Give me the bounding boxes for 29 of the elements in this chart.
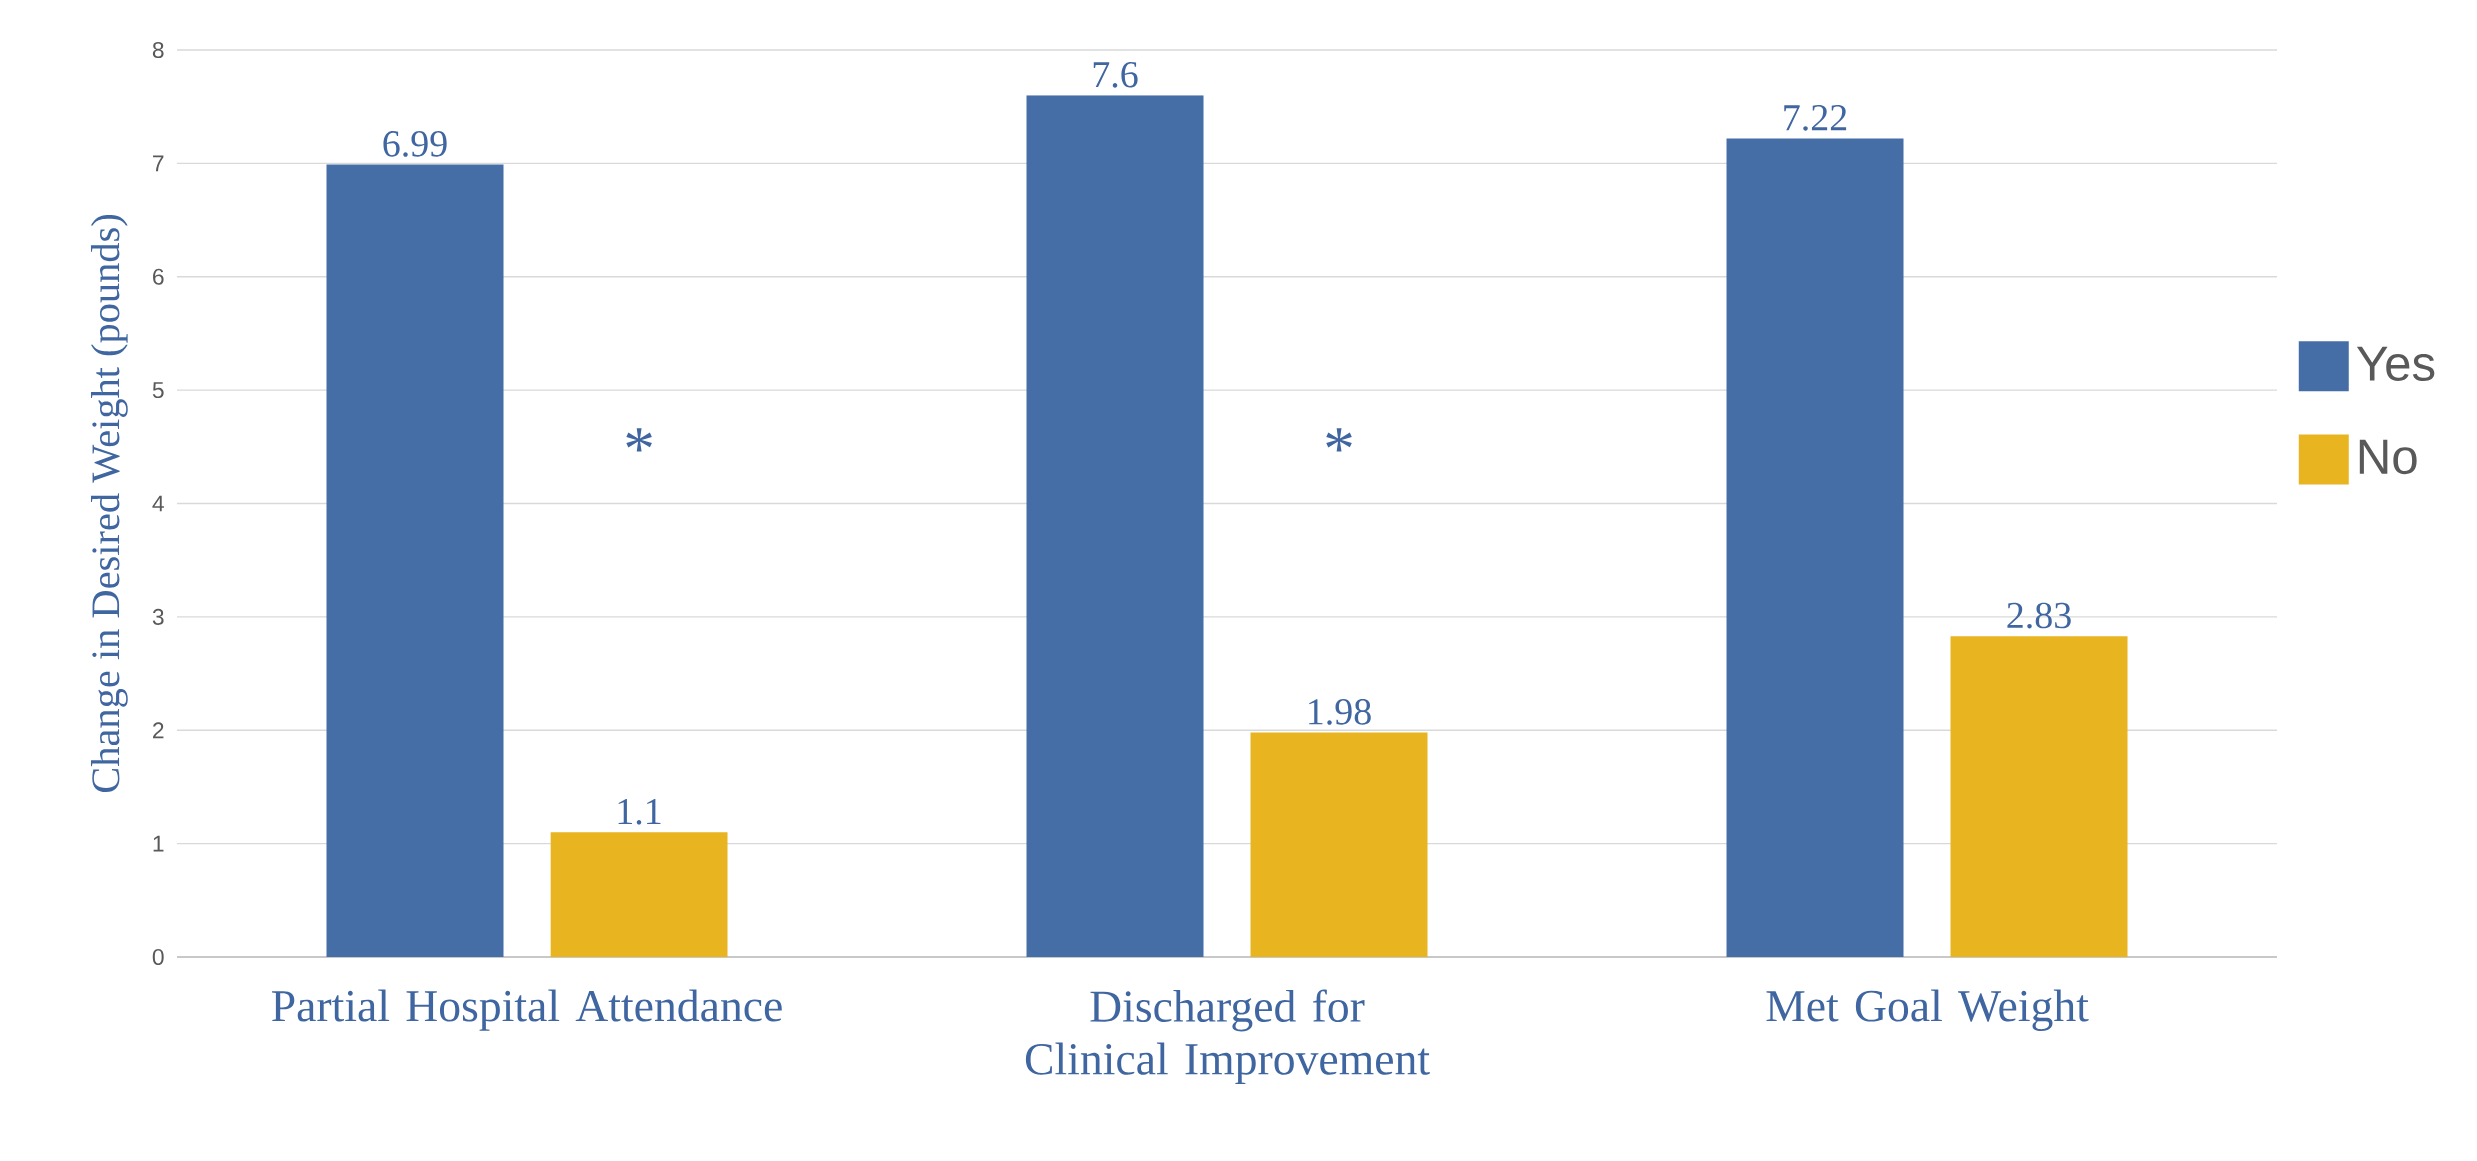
y-tick-label: 3 [152, 608, 164, 625]
data-label: 6.99 [383, 131, 447, 157]
bar [1026, 95, 1204, 957]
bar [550, 832, 728, 957]
y-tick-label: 1 [153, 835, 164, 852]
y-tick-label: 5 [152, 382, 164, 399]
bar [1250, 732, 1428, 957]
data-label: 1.98 [1309, 699, 1371, 725]
data-label: 7.6 [1093, 61, 1138, 88]
bar [1950, 636, 2128, 957]
bar [1726, 138, 1904, 957]
annotation: * [626, 428, 652, 452]
y-tick-label: 2 [153, 722, 164, 739]
x-tick-label: Partial Hospital Attendance [272, 989, 782, 1031]
y-tick-label: 6 [153, 268, 164, 285]
data-label: 1.1 [618, 798, 661, 825]
y-tick-label: 7 [153, 155, 164, 172]
y-tick-label: 8 [152, 41, 164, 59]
data-label: 2.83 [2007, 602, 2071, 629]
x-tick-label: Met Goal Weight [1766, 989, 2089, 1031]
y-tick-label: 4 [152, 495, 164, 512]
x-tick-label: Discharged for Clinical Improvement [1025, 989, 1430, 1084]
y-axis-title: Change in Desired Weight (pounds) [90, 215, 128, 793]
legend-label: Yes [2356, 346, 2435, 381]
y-tick-label: 0 [152, 948, 164, 966]
data-label: 7.22 [1784, 105, 1847, 131]
annotation: * [1326, 428, 1352, 452]
legend-label: No [2359, 439, 2417, 475]
bar [326, 164, 504, 957]
